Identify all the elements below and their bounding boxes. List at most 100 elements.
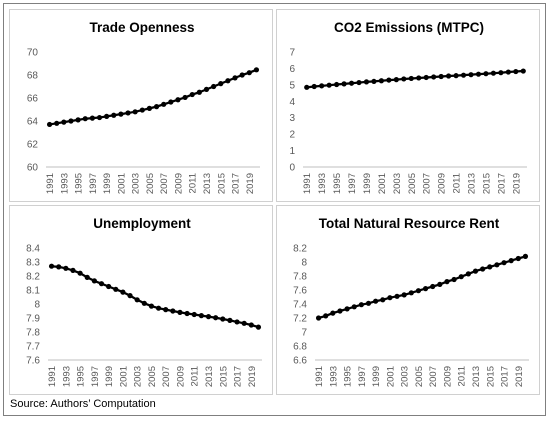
data-point: [146, 105, 153, 111]
data-point: [387, 295, 393, 301]
data-point: [75, 117, 81, 123]
data-point: [213, 315, 219, 321]
x-tick-label: 2013: [202, 173, 213, 194]
data-point: [139, 107, 145, 113]
data-point: [513, 68, 519, 75]
x-tick-label: 1999: [102, 173, 113, 194]
data-point: [341, 81, 347, 87]
data-point: [155, 305, 162, 311]
data-point: [386, 77, 392, 83]
y-tick-label: 66: [27, 94, 39, 105]
data-point: [232, 75, 238, 81]
y-tick-label: 60: [27, 163, 39, 174]
x-tick-label: 2009: [437, 173, 448, 194]
data-point: [163, 307, 169, 313]
y-tick-label: 7.6: [293, 286, 307, 297]
data-point: [437, 281, 443, 287]
x-tick-label: 2009: [175, 366, 186, 387]
x-tick-label: 2007: [422, 173, 433, 194]
data-point: [234, 319, 240, 325]
x-tick-label: 2009: [173, 173, 184, 194]
x-tick-label: 1997: [357, 366, 368, 387]
data-point: [91, 278, 97, 284]
x-tick-label: 2005: [147, 366, 158, 387]
x-tick-label: 2003: [400, 366, 411, 387]
data-point: [205, 314, 212, 320]
data-point: [148, 303, 155, 309]
x-tick-label: 1995: [343, 366, 354, 387]
series-line: [49, 68, 257, 126]
y-tick-label: 70: [27, 48, 39, 59]
data-point: [89, 115, 95, 121]
data-point: [48, 263, 55, 269]
data-point: [472, 268, 479, 274]
data-point: [177, 309, 183, 315]
data-point: [218, 81, 224, 87]
x-tick-label: 2005: [145, 173, 156, 194]
data-point: [132, 109, 138, 115]
data-point: [498, 70, 504, 76]
chart-trade-openness: Trade Openness 60 62 64 66 68 70 1991 1993 1995 19…: [9, 9, 273, 202]
data-point: [416, 75, 422, 81]
data-point: [315, 315, 322, 321]
chart-natural-resource-rent: Total Natural Resource Rent 6.6 6.8 7 7.2 7.4…: [276, 205, 540, 395]
data-point: [423, 74, 429, 81]
data-point: [468, 72, 474, 78]
x-tick-label: 2001: [118, 366, 129, 387]
y-tick-label: 8.3: [26, 258, 40, 269]
y-tick-label: 7.8: [293, 272, 307, 283]
x-tick-label: 2007: [159, 173, 170, 194]
data-point: [189, 91, 195, 98]
x-tick-label: 2007: [428, 366, 439, 387]
data-point: [311, 83, 317, 90]
x-tick-label: 1991: [45, 173, 56, 194]
chart-svg: Unemployment 7.6 7.7 7.8 7.9 8 8.1 8.2 8.3 8.4 199…: [26, 216, 262, 387]
data-point: [508, 258, 514, 264]
data-point: [356, 79, 362, 86]
x-tick-label: 2001: [385, 366, 396, 387]
y-tick-label: 7.6: [26, 356, 40, 367]
x-tick-label: 2011: [452, 173, 463, 193]
x-tick-label: 2011: [457, 366, 468, 386]
data-point: [408, 75, 414, 82]
x-tick-label: 2003: [392, 173, 403, 194]
chart-title: Total Natural Resource Rent: [319, 216, 500, 231]
x-tick-label: 1991: [314, 366, 325, 387]
data-point: [63, 265, 69, 271]
data-point: [46, 121, 53, 128]
data-point: [515, 255, 521, 262]
data-point: [393, 77, 399, 83]
y-tick-label: 8.2: [293, 244, 307, 255]
x-tick-label: 2015: [481, 173, 492, 194]
x-tick-label: 1997: [90, 366, 101, 387]
y-tick-label: 7: [301, 328, 307, 339]
data-point: [225, 78, 231, 84]
data-point: [161, 101, 167, 107]
data-point: [363, 79, 370, 85]
data-point: [394, 293, 400, 299]
y-tick-label: 7.9: [26, 314, 40, 325]
y-tick-label: 7.4: [293, 300, 307, 311]
data-point: [422, 286, 429, 292]
data-point: [319, 83, 325, 89]
data-point: [344, 306, 350, 312]
data-point: [98, 281, 105, 287]
data-point: [380, 297, 386, 303]
data-point: [68, 118, 74, 124]
data-point: [125, 110, 131, 116]
x-tick-label: 2013: [467, 173, 478, 194]
x-tick-label: 2013: [471, 366, 482, 387]
data-point: [401, 292, 407, 298]
x-tick-label: 2017: [233, 366, 244, 387]
data-point: [475, 71, 482, 77]
data-point: [351, 304, 357, 310]
data-point: [182, 94, 188, 101]
x-tick-label: 1997: [347, 173, 358, 194]
y-tick-label: 8.2: [26, 272, 40, 283]
data-point: [153, 104, 160, 110]
data-point: [487, 264, 493, 270]
data-point: [444, 279, 450, 285]
y-tick-label: 7.7: [26, 342, 40, 353]
y-tick-label: 6: [289, 64, 295, 75]
